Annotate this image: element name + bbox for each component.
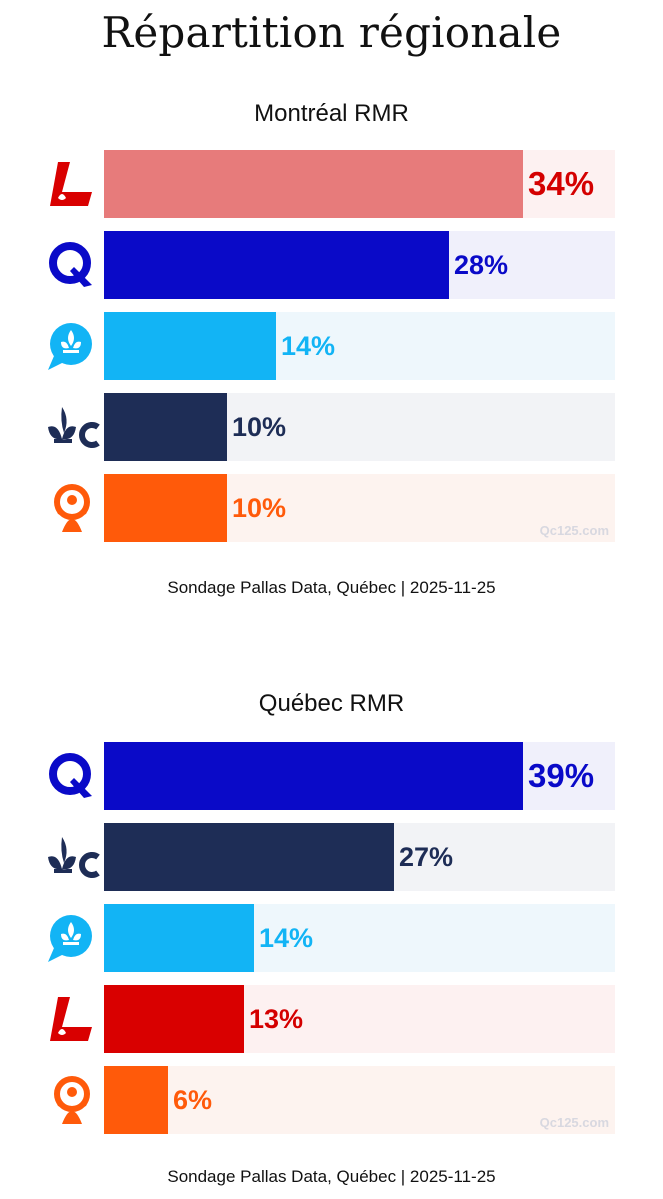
chart-subtitle: Montréal RMR [254, 100, 409, 127]
bar-value-label: 27% [399, 842, 454, 872]
source-note: Sondage Pallas Data, Québec | 2025-11-25 [167, 1167, 496, 1186]
bar-track: 39% [104, 742, 615, 810]
bar-value-label: 10% [232, 412, 287, 442]
bar-pq [104, 231, 449, 299]
bar-caq [104, 1066, 168, 1134]
bar-track: 34% [104, 150, 615, 218]
bar-row-qs: 14% [0, 312, 663, 380]
bar-row-plq: 34% [0, 150, 663, 218]
bar-track: 27% [104, 823, 615, 891]
bar-qs [104, 312, 276, 380]
page-title: Répartition régionale [101, 8, 562, 57]
bar-qs [104, 904, 254, 972]
bar-value-label: 39% [528, 757, 595, 794]
liberal-logo-icon [50, 162, 92, 206]
bar-track: 10% [104, 393, 615, 461]
liberal-logo-icon [50, 997, 92, 1041]
source-note: Sondage Pallas Data, Québec | 2025-11-25 [167, 578, 496, 597]
bar-row-pq: 28% [0, 231, 663, 299]
caq-logo-icon [54, 1076, 90, 1124]
bar-value-label: 6% [173, 1085, 213, 1115]
bar-value-label: 34% [528, 165, 595, 202]
qs-logo-icon [48, 323, 92, 370]
bar-value-label: 28% [454, 250, 509, 280]
bar-value-label: 14% [281, 331, 336, 361]
bar-track: 10% Qc125.com [104, 474, 615, 542]
bar-value-label: 14% [259, 923, 314, 953]
watermark: Qc125.com [539, 1115, 609, 1130]
bar-value-label: 13% [249, 1004, 304, 1034]
bar-caq [104, 474, 227, 542]
bar-track: 14% [104, 312, 615, 380]
watermark: Qc125.com [539, 523, 609, 538]
bar-pq [104, 742, 523, 810]
bar-row-pcq: 10% [0, 393, 663, 461]
bar-row-caq: 10% Qc125.com [0, 474, 663, 542]
bar-track: 28% [104, 231, 615, 299]
qs-logo-icon [48, 915, 92, 962]
bar-row-qs: 14% [0, 904, 663, 972]
bar-pcq [104, 393, 227, 461]
pq-logo-icon [49, 242, 92, 287]
bar-track: 14% [104, 904, 615, 972]
bar-row-pq: 39% [0, 742, 663, 810]
bar-plq [104, 985, 244, 1053]
bar-track: 13% [104, 985, 615, 1053]
bar-plq [104, 150, 523, 218]
bar-row-pcq: 27% [0, 823, 663, 891]
pcq-logo-icon [48, 407, 100, 448]
bar-track: 6% Qc125.com [104, 1066, 615, 1134]
caq-logo-icon [54, 484, 90, 532]
bar-row-plq: 13% [0, 985, 663, 1053]
chart-subtitle: Québec RMR [258, 690, 405, 717]
pcq-logo-icon [48, 837, 100, 878]
pq-logo-icon [49, 753, 92, 798]
bar-pcq [104, 823, 394, 891]
bar-value-label: 10% [232, 493, 287, 523]
bar-row-caq: 6% Qc125.com [0, 1066, 663, 1134]
